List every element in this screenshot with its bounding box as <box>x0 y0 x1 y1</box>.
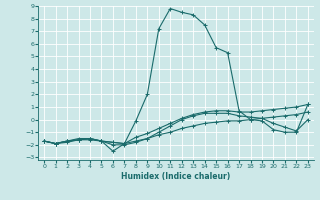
X-axis label: Humidex (Indice chaleur): Humidex (Indice chaleur) <box>121 172 231 181</box>
